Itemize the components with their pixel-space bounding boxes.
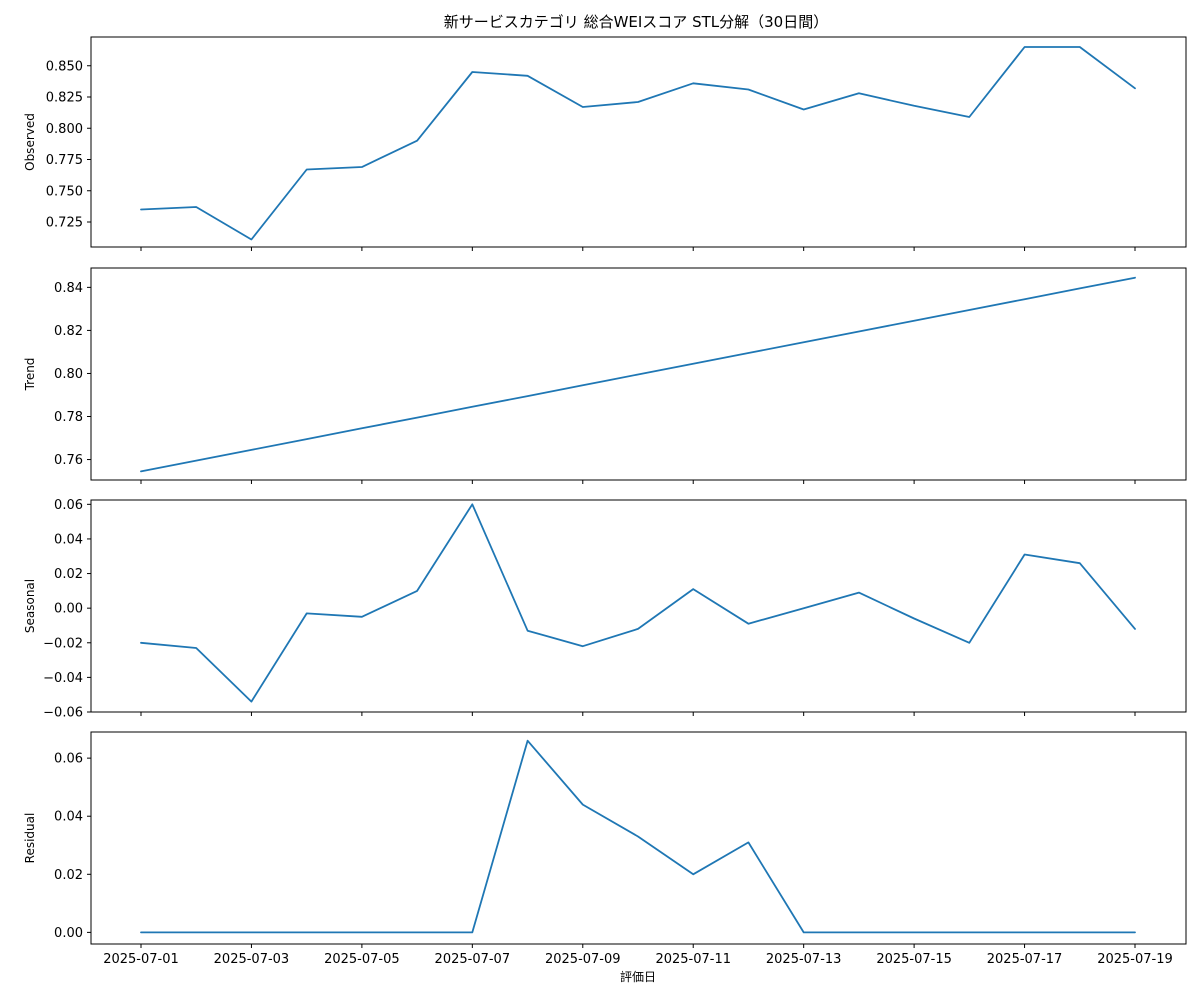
y-tick-label: 0.02	[54, 868, 83, 883]
panel-trend: 0.76 0.78 0.80 0.82 0.84 Trend	[23, 267, 1187, 484]
y-tick-label: 0.06	[54, 498, 83, 513]
y-tick-label: −0.02	[43, 636, 83, 651]
x-tick-label: 2025-07-01	[103, 952, 179, 967]
x-tick-label: 2025-07-13	[766, 952, 842, 967]
y-tick-label: 0.775	[46, 153, 83, 168]
series-line-trend	[140, 276, 1136, 473]
x-axis-label: 評価日	[620, 969, 656, 984]
y-tick-label: 0.04	[54, 532, 83, 547]
panel-frame	[90, 36, 1187, 248]
y-tick-label: 0.725	[46, 216, 83, 231]
y-tick-label: 0.06	[54, 752, 83, 767]
y-tick-label: 0.80	[54, 367, 83, 382]
y-tick-label: 0.02	[54, 567, 83, 582]
y-tick-label: 0.825	[46, 91, 83, 106]
series-line-observed	[140, 46, 1136, 241]
y-tick-label: 0.800	[46, 122, 83, 137]
y-tick-label: −0.04	[43, 671, 83, 686]
panel-frame	[90, 731, 1187, 945]
panel-residual: 0.00 0.02 0.04 0.06 Residual 2025-07-01 2025-0…	[23, 731, 1187, 967]
y-tick-label: 0.00	[54, 926, 83, 941]
panel-seasonal: −0.06 −0.04 −0.02 0.00 0.02 0.04 0.06 Seasonal	[23, 498, 1187, 721]
y-tick-label: 0.00	[54, 602, 83, 617]
y-tick-label: 0.04	[54, 810, 83, 825]
y-axis-label: Observed	[23, 113, 37, 171]
y-tick-label: −0.06	[43, 706, 83, 721]
y-tick-label: 0.750	[46, 184, 83, 199]
y-tick-label: 0.84	[54, 281, 83, 296]
x-tick-label: 2025-07-17	[987, 952, 1063, 967]
panel-frame	[90, 267, 1187, 481]
chart-title: 新サービスカテゴリ 総合WEIスコア STL分解（30日間）	[444, 13, 828, 31]
series-line-residual	[140, 739, 1136, 934]
y-tick-label: 0.78	[54, 410, 83, 425]
x-tick-label: 2025-07-03	[214, 952, 290, 967]
x-tick-label: 2025-07-05	[324, 952, 400, 967]
x-tick-label: 2025-07-11	[655, 952, 731, 967]
y-tick-label: 0.850	[46, 59, 83, 74]
series-line-seasonal	[140, 503, 1136, 703]
x-tick-label: 2025-07-15	[876, 952, 952, 967]
x-tick-label: 2025-07-07	[435, 952, 511, 967]
panel-frame	[90, 499, 1187, 713]
x-tick-label: 2025-07-09	[545, 952, 621, 967]
y-tick-label: 0.82	[54, 324, 83, 339]
panel-observed: 0.725 0.750 0.775 0.800 0.825 0.850 Observed	[23, 36, 1187, 251]
y-axis-label: Trend	[23, 358, 37, 392]
y-axis-label: Seasonal	[23, 579, 37, 633]
x-tick-label: 2025-07-19	[1097, 952, 1173, 967]
y-tick-label: 0.76	[54, 453, 83, 468]
y-axis-label: Residual	[23, 813, 37, 864]
